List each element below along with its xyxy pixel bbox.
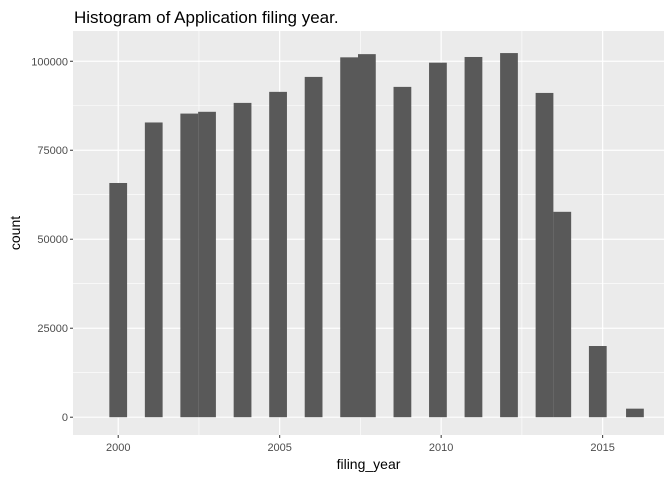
x-tick-label: 2015 xyxy=(590,442,614,454)
histogram-bar xyxy=(429,62,447,418)
histogram-bar xyxy=(109,182,128,418)
histogram-bar xyxy=(626,408,644,418)
y-tick-label: 25000 xyxy=(37,323,68,335)
histogram-bar xyxy=(500,53,518,418)
histogram-bar xyxy=(464,56,483,418)
histogram-bar xyxy=(340,57,359,418)
histogram-bar xyxy=(304,76,323,418)
x-tick-label: 2010 xyxy=(429,442,453,454)
histogram-bar xyxy=(144,122,163,418)
histogram-bar xyxy=(233,102,252,418)
histogram-bar xyxy=(269,91,287,418)
histogram-bar xyxy=(588,346,607,418)
y-tick-label: 0 xyxy=(62,412,68,424)
chart-title: Histogram of Application filing year. xyxy=(74,8,339,27)
histogram-bar xyxy=(553,211,572,418)
histogram-bar xyxy=(358,54,376,418)
histogram-bar xyxy=(180,113,199,418)
x-tick-label: 2005 xyxy=(267,442,291,454)
bars xyxy=(109,53,644,418)
histogram-bar xyxy=(393,86,412,418)
axes: 0 25000 50000 75000 100000 2000 2005 2010 2015 xyxy=(31,56,615,454)
y-tick-label: 100000 xyxy=(31,56,68,68)
y-axis-title: count xyxy=(7,216,23,250)
x-tick-label: 2000 xyxy=(106,442,130,454)
x-axis-title: filing_year xyxy=(337,456,401,472)
y-tick-label: 75000 xyxy=(37,145,68,157)
y-tick-label: 50000 xyxy=(37,234,68,246)
histogram-bar xyxy=(535,92,554,418)
histogram-bar xyxy=(198,111,216,418)
